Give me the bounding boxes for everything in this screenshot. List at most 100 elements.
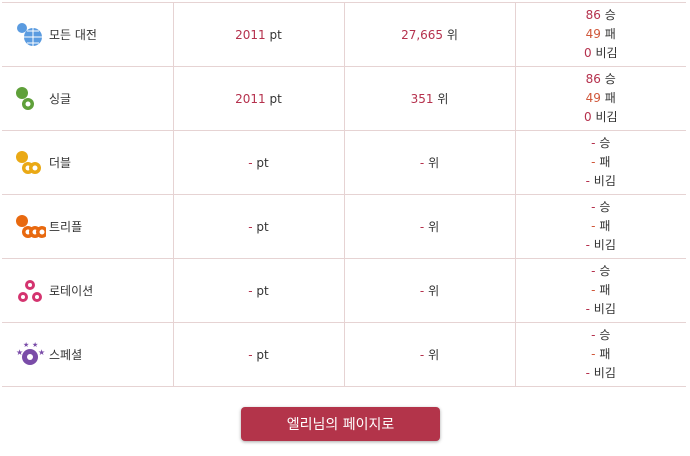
points-value: -	[248, 219, 253, 234]
losses-unit: 패	[604, 27, 616, 41]
table-row: 싱글 2011 pt 351 위 86 승 49 패 0 비김	[2, 66, 686, 131]
rank-unit: 위	[428, 220, 440, 234]
rank-cell: 27,665 위	[343, 2, 515, 67]
double-battle-icon	[16, 150, 41, 174]
rank-value: -	[419, 348, 425, 362]
record-cell: - 승 - 패 - 비김	[514, 322, 686, 387]
draws-value: -	[585, 366, 590, 380]
points-value: 2011	[235, 27, 266, 42]
record-cell: - 승 - 패 - 비김	[514, 130, 686, 195]
battle-type-label: 더블	[49, 156, 72, 170]
wins-value: -	[591, 264, 596, 278]
points-unit: pt	[269, 27, 282, 42]
record-cell: - 승 - 패 - 비김	[514, 194, 686, 259]
points-value: 2011	[235, 91, 266, 106]
rank-value: -	[419, 284, 425, 298]
table-row: 트리플 - pt - 위 - 승 - 패 - 비김	[2, 194, 686, 259]
points-value: -	[248, 155, 253, 170]
draws-value: -	[585, 174, 590, 188]
triple-battle-icon	[16, 214, 46, 238]
losses-unit: 패	[604, 91, 616, 105]
points-cell: - pt	[172, 258, 344, 323]
draws-unit: 비김	[595, 110, 618, 124]
rotation-battle-icon	[18, 279, 42, 302]
draws-unit: 비김	[593, 366, 616, 380]
rank-value: 27,665	[401, 28, 444, 42]
special-battle-icon: ★ ★★ ★	[16, 341, 45, 365]
svg-text:★: ★	[32, 341, 38, 349]
rank-cell: 351 위	[343, 66, 515, 131]
wins-unit: 승	[599, 136, 611, 150]
battle-type-label: 트리플	[49, 220, 83, 234]
losses-value: -	[591, 155, 596, 169]
battle-type-cell: 트리플	[2, 194, 173, 259]
losses-value: -	[591, 283, 596, 297]
draws-unit: 비김	[593, 174, 616, 188]
battle-type-cell: 싱글	[2, 66, 173, 131]
record-cell: 86 승 49 패 0 비김	[514, 2, 686, 67]
rank-unit: 위	[428, 284, 440, 298]
losses-unit: 패	[599, 347, 611, 361]
battle-type-label: 로테이션	[49, 284, 94, 298]
wins-unit: 승	[604, 8, 616, 22]
draws-unit: 비김	[595, 46, 618, 60]
battle-type-cell: ★ ★ ★ ★ 스페셜	[2, 322, 173, 387]
rank-value: 351	[410, 92, 434, 106]
table-row: ★ ★ ★ ★ 스페셜 - pt - 위 - 승 - 패 - 비김	[2, 322, 686, 387]
points-cell: - pt	[172, 194, 344, 259]
go-to-user-page-button[interactable]: 엘리님의 페이지로	[241, 407, 440, 441]
points-value: -	[248, 283, 253, 298]
rank-cell: - 위	[343, 258, 515, 323]
losses-unit: 패	[599, 155, 611, 169]
points-unit: pt	[256, 219, 269, 234]
single-battle-icon	[16, 86, 34, 110]
losses-value: -	[591, 347, 596, 361]
globe-battle-icon	[17, 22, 42, 46]
losses-value: 49	[585, 91, 601, 105]
points-unit: pt	[269, 91, 282, 106]
points-value: -	[248, 347, 253, 362]
table-row: 로테이션 - pt - 위 - 승 - 패 - 비김	[2, 258, 686, 323]
rank-unit: 위	[428, 348, 440, 362]
battle-type-label: 싱글	[49, 92, 72, 106]
points-unit: pt	[256, 347, 269, 362]
svg-text:★: ★	[23, 341, 29, 349]
draws-value: -	[585, 302, 590, 316]
wins-unit: 승	[599, 264, 611, 278]
wins-value: 86	[585, 8, 601, 22]
record-cell: 86 승 49 패 0 비김	[514, 66, 686, 131]
losses-value: 49	[585, 27, 601, 41]
battle-record-table: 모든 대전 2011 pt 27,665 위 86 승 49 패 0 비김 싱글 …	[2, 2, 686, 387]
table-row: 모든 대전 2011 pt 27,665 위 86 승 49 패 0 비김	[2, 2, 686, 67]
rank-value: -	[419, 156, 425, 170]
points-unit: pt	[256, 283, 269, 298]
wins-unit: 승	[599, 200, 611, 214]
rank-unit: 위	[437, 92, 449, 106]
points-cell: - pt	[172, 322, 344, 387]
wins-value: -	[591, 136, 596, 150]
rank-cell: - 위	[343, 130, 515, 195]
rank-cell: - 위	[343, 194, 515, 259]
rank-value: -	[419, 220, 425, 234]
battle-type-cell: 더블	[2, 130, 173, 195]
draws-value: -	[585, 238, 590, 252]
battle-type-label: 모든 대전	[49, 28, 97, 42]
losses-unit: 패	[599, 283, 611, 297]
wins-value: -	[591, 200, 596, 214]
points-unit: pt	[256, 155, 269, 170]
record-cell: - 승 - 패 - 비김	[514, 258, 686, 323]
battle-type-cell: 모든 대전	[2, 2, 173, 67]
rank-unit: 위	[446, 28, 458, 42]
battle-type-label: 스페셜	[49, 348, 83, 362]
losses-value: -	[591, 219, 596, 233]
points-cell: 2011 pt	[172, 66, 344, 131]
draws-unit: 비김	[593, 302, 616, 316]
wins-unit: 승	[599, 328, 611, 342]
losses-unit: 패	[599, 219, 611, 233]
draws-value: 0	[583, 46, 592, 60]
wins-value: -	[591, 328, 596, 342]
wins-unit: 승	[604, 72, 616, 86]
table-row: 더블 - pt - 위 - 승 - 패 - 비김	[2, 130, 686, 195]
draws-unit: 비김	[593, 238, 616, 252]
battle-type-cell: 로테이션	[2, 258, 173, 323]
